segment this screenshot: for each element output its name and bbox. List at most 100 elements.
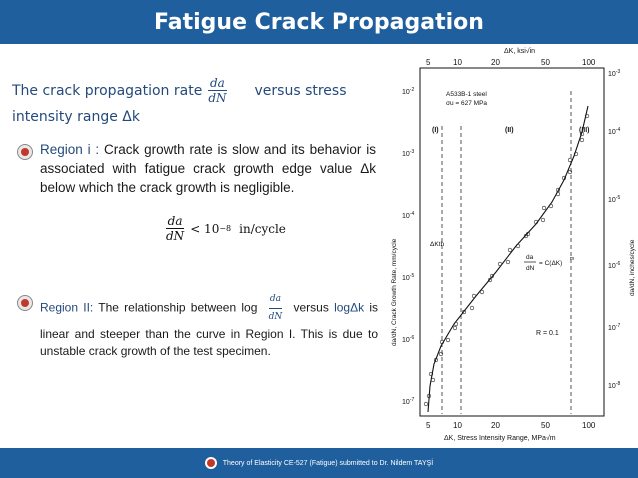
fraction-bar <box>268 308 283 309</box>
top-tick-label: 20 <box>491 58 500 67</box>
fraction-bar <box>166 228 185 229</box>
top-tick-label: 10 <box>453 58 462 67</box>
data-point <box>452 325 458 331</box>
left-tick: 10-7 <box>402 397 414 406</box>
r-ratio-label: R = 0.1 <box>536 330 559 337</box>
strength-label: σu = 627 MPa <box>446 100 487 107</box>
region2-text-b: versus <box>293 300 329 315</box>
trend-curve <box>427 105 589 413</box>
data-point <box>439 339 445 345</box>
data-point <box>584 113 590 119</box>
data-point <box>471 293 477 299</box>
top-tick-label: 50 <box>541 58 550 67</box>
university-logo-icon <box>204 457 217 469</box>
slide-title: Fatigue Crack Propagation <box>154 9 484 35</box>
data-point <box>453 321 459 327</box>
data-point <box>428 371 434 377</box>
left-tick: 10-2 <box>402 87 414 96</box>
data-points <box>423 113 590 407</box>
bottom-tick-label: 10 <box>453 421 462 430</box>
footer-bar: Theory of Elasticity CE-527 (Fatigue) su… <box>0 448 638 478</box>
law-annotation: da dN = C(ΔK) m <box>524 254 574 272</box>
material-label: A533B-1 steel <box>446 91 487 98</box>
top-tick-label: 5 <box>426 58 431 67</box>
region1-text: Crack growth rate is slow and its behavi… <box>40 142 376 195</box>
data-point <box>430 377 436 383</box>
data-point <box>445 337 451 343</box>
intro-frac-num: da <box>209 76 225 90</box>
data-point <box>573 151 579 157</box>
bottom-tick-label: 50 <box>541 421 550 430</box>
threshold-label: ΔKth <box>430 241 444 248</box>
law-num: da <box>526 254 534 261</box>
intro-line-2: intensity range Δk <box>12 109 140 125</box>
bottom-axis-label: ΔK, Stress Intensity Range, MPa√m <box>444 434 556 442</box>
bottom-tick-label: 20 <box>491 421 500 430</box>
region1-paragraph: Region i : Crack growth rate is slow and… <box>40 140 376 197</box>
law-rhs: = C(ΔK) <box>539 260 562 267</box>
bullet-icon <box>17 295 33 311</box>
threshold-formula: da dN < 10 −8 in/cycle <box>160 214 286 243</box>
right-tick: 10-4 <box>608 127 620 136</box>
bullet-icon <box>17 144 33 160</box>
region2-frac-den: dN <box>268 312 283 322</box>
region-label-1: (I) <box>432 127 439 134</box>
left-tick: 10-5 <box>402 273 414 282</box>
left-axis-label: da/dN, Crack Growth Rate, mm/cycle <box>391 238 398 346</box>
left-tick: 10-6 <box>402 335 414 344</box>
intro-suffix: versus stress <box>254 82 347 99</box>
data-point <box>507 247 513 253</box>
data-point <box>426 393 432 399</box>
data-point <box>515 243 521 249</box>
plot-frame <box>419 67 605 417</box>
data-point <box>433 357 439 363</box>
top-axis-label: ΔK, ksi√in <box>504 47 535 55</box>
data-point <box>525 231 531 237</box>
data-point <box>555 191 561 197</box>
region2-text-a: The relationship between log <box>98 300 258 315</box>
plot-svg: ΔK, ksi√in 5 10 20 50 100 10-2 10-3 10-4… <box>391 47 636 442</box>
data-point <box>579 131 585 137</box>
region2-fraction: da dN <box>268 291 283 326</box>
region2-hl2: logΔk <box>334 300 365 315</box>
left-tick: 10-3 <box>402 149 414 158</box>
right-tick: 10-6 <box>608 261 620 270</box>
right-tick-labels: 10-3 10-4 10-5 10-6 10-7 10-8 <box>608 69 620 390</box>
data-point <box>438 351 444 357</box>
data-point <box>487 277 493 283</box>
law-den: dN <box>526 265 535 272</box>
data-point <box>541 205 547 211</box>
intro-frac-den: dN <box>208 91 227 105</box>
region2-text-c: is linear and steeper than the curve in … <box>40 300 379 358</box>
formula-unit: in/cycle <box>239 221 286 236</box>
data-point <box>555 187 561 193</box>
right-tick: 10-3 <box>608 69 620 78</box>
law-exp: m <box>570 256 574 262</box>
data-point <box>423 401 429 407</box>
formula-exp: −8 <box>219 224 232 233</box>
region-label-3: (III) <box>579 127 590 134</box>
fraction-bar <box>208 90 227 91</box>
data-point <box>548 203 554 209</box>
bottom-tick-label: 100 <box>582 421 596 430</box>
formula-rhs: < 10 <box>190 221 220 236</box>
title-bar: Fatigue Crack Propagation <box>0 0 638 44</box>
left-tick-labels: 10-2 10-3 10-4 10-5 10-6 10-7 <box>402 87 414 406</box>
right-axis-label: da/dN, inches/cycle <box>629 239 636 296</box>
region2-frac-num: da <box>269 294 282 304</box>
data-point <box>567 169 573 175</box>
data-point <box>497 261 503 267</box>
right-tick: 10-7 <box>608 323 620 332</box>
region2-paragraph: Region II: The relationship between log … <box>40 291 378 360</box>
data-point <box>461 309 467 315</box>
region1-label: Region i : <box>40 142 100 157</box>
data-point <box>469 305 475 311</box>
region2-label: Region II: <box>40 300 94 315</box>
formula-den: dN <box>166 229 185 243</box>
data-point <box>533 219 539 225</box>
formula-num: da <box>167 214 183 228</box>
data-point <box>489 273 495 279</box>
data-point <box>567 157 573 163</box>
data-point <box>479 289 485 295</box>
right-tick: 10-5 <box>608 195 620 204</box>
